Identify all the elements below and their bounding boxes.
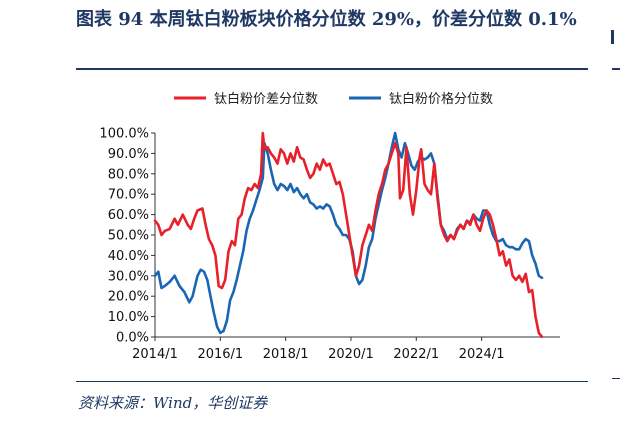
y-tick-label: 0.0% [116,331,149,346]
x-tick-label: 2018/1 [263,347,309,362]
y-tick-label: 100.0% [99,127,149,142]
adjacent-panel-edge [611,30,614,44]
y-tick-label: 20.0% [108,290,149,305]
chart-legend: 钛白粉价差分位数 钛白粉价格分位数 [174,91,493,107]
x-tick-label: 2014/1 [132,347,178,362]
legend-label-1: 钛白粉价格分位数 [389,91,493,107]
chart-axes: 0.0% 10.0% 20.0% 30.0% 40.0% 50.0% 60.0% 70.0% 8… [99,127,560,362]
x-tick-label: 2024/1 [459,347,505,362]
title-divider [76,68,588,70]
source-note: 资料来源：Wind，华创证券 [78,394,268,412]
y-tick-label: 40.0% [108,249,149,264]
figure-title: 图表 94 本周钛白粉板块价格分位数 29%，价差分位数 0.1% [76,9,577,30]
series-line-0 [153,131,544,339]
y-tick-label: 50.0% [108,229,149,244]
x-tick-label: 2020/1 [328,347,374,362]
y-tick-label: 70.0% [108,188,149,203]
adjacent-panel-divider-bottom [612,378,620,379]
y-tick-label: 30.0% [108,269,149,284]
x-tick-label: 2022/1 [393,347,439,362]
x-tick-label: 2016/1 [197,347,243,362]
chart-series [153,131,544,339]
source-divider [76,381,588,382]
y-tick-label: 60.0% [108,208,149,223]
legend-label-0: 钛白粉价差分位数 [214,91,318,107]
adjacent-panel-divider-top [612,68,620,70]
y-tick-label: 10.0% [108,310,149,325]
y-tick-label: 80.0% [108,167,149,182]
y-tick-label: 90.0% [108,147,149,162]
